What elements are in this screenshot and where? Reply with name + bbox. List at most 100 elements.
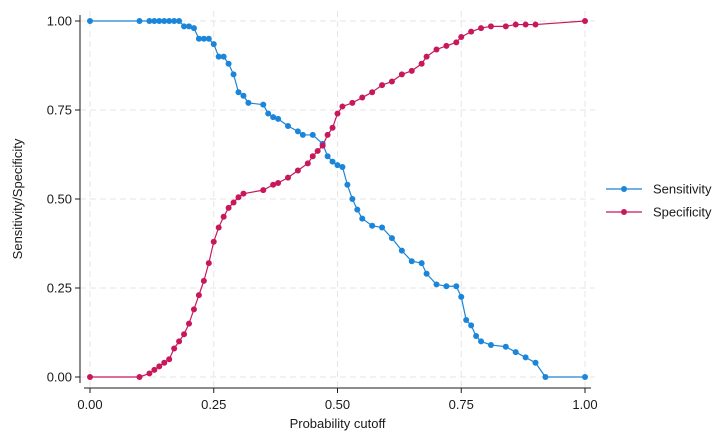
- specificity-point: [304, 160, 311, 167]
- y-tick-label: 0.75: [47, 103, 72, 118]
- sensitivity-point: [285, 123, 291, 130]
- legend-label-sensitivity: Sensitivity: [653, 182, 712, 197]
- specificity-point: [512, 21, 519, 28]
- sensitivity-point: [215, 53, 222, 60]
- sensitivity-point: [339, 163, 346, 170]
- specificity-point: [582, 18, 588, 24]
- specificity-point: [478, 25, 485, 32]
- specificity-point: [220, 213, 227, 220]
- specificity-point: [349, 99, 356, 106]
- sensitivity-point: [443, 283, 450, 290]
- sensitivity-point: [398, 247, 405, 254]
- sensitivity-point: [176, 18, 183, 24]
- sensitivity-point: [502, 343, 509, 350]
- sensitivity-point: [344, 181, 351, 188]
- specificity-point: [319, 142, 326, 149]
- sensitivity-point: [354, 206, 361, 213]
- sensitivity-point: [151, 18, 158, 24]
- legend-marker-specificity: [621, 209, 627, 215]
- specificity-point: [453, 39, 460, 46]
- sensitivity-point: [235, 89, 242, 96]
- specificity-point: [408, 67, 415, 74]
- specificity-point: [166, 356, 173, 363]
- specificity-point: [87, 374, 93, 380]
- legend: Sensitivity Specificity: [606, 182, 712, 220]
- specificity-point: [270, 181, 277, 188]
- specificity-point: [210, 238, 217, 245]
- sensitivity-point: [205, 35, 212, 42]
- sensitivity-point: [359, 215, 366, 222]
- sensitivity-point: [275, 115, 282, 122]
- specificity-point: [176, 338, 183, 345]
- sensitivity-point: [260, 101, 267, 108]
- sensitivity-point: [200, 35, 207, 42]
- specificity-point: [151, 366, 158, 373]
- sensitivity-point: [542, 374, 549, 380]
- specificity-point: [285, 174, 291, 181]
- series-specificity: [87, 18, 588, 380]
- sensitivity-point: [388, 235, 395, 242]
- specificity-point: [324, 131, 331, 138]
- sensitivity-point: [369, 222, 376, 229]
- specificity-point: [161, 359, 168, 366]
- x-tick-label: 1.00: [572, 397, 597, 412]
- sensitivity-point: [210, 41, 217, 48]
- y-axis-title: Sensitivity/Specificity: [10, 138, 25, 259]
- specificity-point: [379, 82, 386, 89]
- specificity-point: [235, 194, 242, 201]
- y-tick-label: 0.00: [47, 370, 72, 385]
- sensitivity-point: [294, 128, 301, 135]
- sensitivity-point: [453, 283, 460, 290]
- y-tick-label: 0.50: [47, 192, 72, 207]
- sensitivity-point: [245, 99, 252, 106]
- specificity-point: [502, 23, 509, 30]
- specificity-point: [215, 224, 222, 231]
- specificity-point: [200, 277, 207, 284]
- specificity-point: [275, 179, 282, 186]
- specificity-point: [195, 292, 202, 299]
- specificity-point: [487, 23, 494, 30]
- sensitivity-point: [478, 338, 485, 345]
- sensitivity-point: [195, 35, 202, 42]
- sensitivity-point: [408, 258, 415, 265]
- x-tick-label: 0.00: [77, 397, 102, 412]
- series-sensitivity: [87, 18, 588, 380]
- specificity-point: [339, 103, 346, 110]
- sensitivity-point: [532, 359, 539, 366]
- specificity-point: [522, 21, 529, 28]
- sensitivity-point: [309, 131, 316, 138]
- sensitivity-point: [582, 374, 588, 380]
- specificity-point: [369, 89, 376, 96]
- specificity-point: [468, 28, 475, 35]
- specificity-point: [309, 153, 316, 160]
- sensitivity-point: [181, 23, 188, 30]
- sensitivity-point: [324, 153, 331, 160]
- sensitivity-point: [190, 25, 197, 32]
- specificity-point: [359, 94, 366, 101]
- sensitivity-point: [171, 18, 178, 24]
- specificity-point: [225, 204, 232, 211]
- sensitivity-point: [270, 114, 277, 121]
- specificity-point: [186, 320, 192, 327]
- specificity-point: [329, 124, 336, 131]
- sensitivity-point: [463, 317, 470, 324]
- specificity-point: [423, 53, 430, 60]
- x-tick-label: 0.75: [449, 397, 474, 412]
- specificity-point: [433, 46, 440, 53]
- sensitivity-point: [225, 60, 232, 67]
- y-tick-label: 1.00: [47, 14, 72, 29]
- x-axis-title: Probability cutoff: [290, 416, 386, 431]
- sensitivity-point: [161, 18, 168, 24]
- specificity-point: [171, 345, 178, 352]
- sensitivity-point: [334, 162, 341, 169]
- specificity-point: [388, 78, 395, 85]
- specificity-point: [443, 42, 450, 49]
- sensitivity-point: [156, 18, 163, 24]
- specificity-point: [146, 370, 153, 377]
- specificity-point: [418, 60, 425, 67]
- specificity-point: [398, 71, 405, 78]
- sensitivity-point: [146, 18, 153, 24]
- axes: 0.00 0.25 0.50 0.75 1.00 0.00 0.25 0.50 0.75 1.00…: [10, 14, 598, 432]
- sensitivity-point: [433, 281, 440, 288]
- sensitivity-point: [230, 71, 237, 78]
